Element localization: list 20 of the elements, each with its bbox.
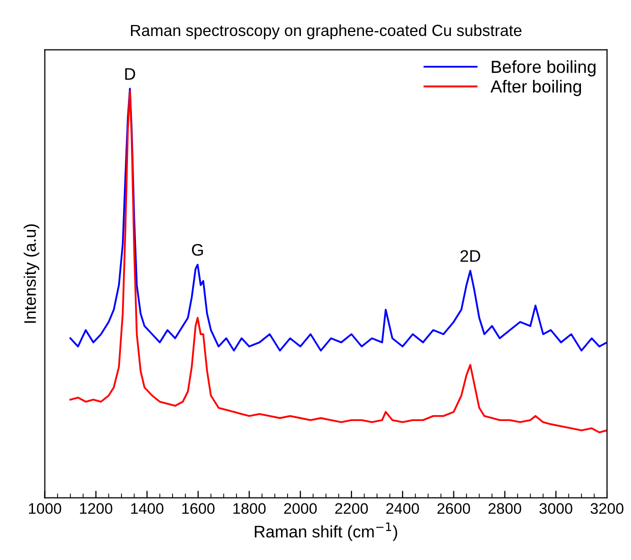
annotation: 2D — [460, 250, 480, 262]
x-tick-label: 2200 — [335, 503, 368, 514]
x-axis-title: Raman shift (cm$^{−1}$) — [254, 522, 398, 541]
x-tick-label: 3000 — [540, 503, 572, 514]
legend-label: After boiling — [490, 80, 582, 96]
annotation: G — [192, 244, 203, 256]
x-tick-label: 1800 — [233, 503, 266, 514]
x-tick-label: 1200 — [80, 503, 112, 514]
x-tick-label: 1600 — [182, 503, 215, 514]
x-tick-label: 2400 — [386, 503, 419, 514]
x-tick-label: 2000 — [284, 503, 317, 514]
y-axis-title: Intensity (a.u) — [24, 224, 40, 323]
legend-label: Before boiling — [492, 60, 596, 76]
x-tick-label: 2800 — [488, 503, 522, 514]
x-tick-label: 3200 — [590, 503, 624, 514]
x-tick-label: 1000 — [28, 503, 62, 514]
annotation: D — [125, 68, 136, 80]
x-tick-label: 2600 — [437, 503, 470, 514]
chart-title: Raman spectroscopy on graphene-coated Cu substrate — [131, 24, 522, 40]
x-tick-label: 1400 — [131, 503, 164, 514]
